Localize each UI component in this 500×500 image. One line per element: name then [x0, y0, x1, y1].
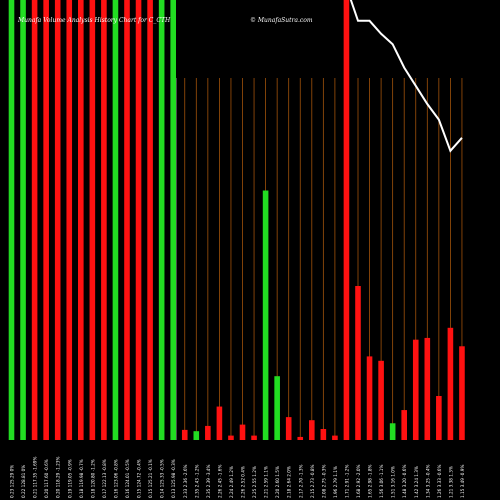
x-tick-label: 0.23 125.29 0%: [10, 465, 15, 498]
volume-bar-38: [436, 396, 442, 440]
volume-bar-29: [332, 435, 338, 440]
x-tick-label: 0.17 122.13 -0.8%: [102, 459, 107, 498]
volume-bar-17: [193, 431, 200, 440]
volume-bar-9: [101, 0, 107, 440]
volume-bar-24: [274, 376, 280, 440]
x-tick-label: 0.15 124.72 -0.4%: [137, 459, 142, 498]
x-tick-label: 0.21 117.35 -1.69%: [33, 457, 38, 498]
x-tick-label: 2.20 2.60 1.5%: [275, 466, 280, 498]
volume-bar-40: [459, 346, 465, 440]
volume-bar-22: [251, 435, 257, 440]
volume-bar-32: [366, 356, 373, 440]
x-tick-label: 2.08 2.75 -0.3%: [321, 465, 326, 498]
volume-bar-15: [170, 0, 176, 440]
x-tick-label: 0.20 118.29 -1.23%: [56, 457, 61, 498]
volume-bars: [8, 0, 465, 440]
volume-bar-6: [66, 0, 73, 440]
x-tick-label: 1.56 3.06 -1.1%: [379, 465, 384, 498]
x-tick-label: 0.18 120.80 -1.2%: [90, 459, 95, 498]
x-tick-label: 2.21 2.59 1.1%: [264, 466, 269, 498]
x-tick-label: 2.26 2.45 -1.6%: [217, 465, 222, 498]
x-tick-label: 2.25 2.55 1.2%: [252, 466, 257, 498]
volume-bar-21: [239, 424, 246, 440]
volume-bar-33: [378, 360, 384, 440]
x-tick-label: 0.16 123.06 -0.8%: [113, 459, 118, 498]
volume-bar-7: [78, 0, 84, 440]
x-tick-label: 1.51 3.16 1.0%: [391, 466, 396, 498]
x-tick-label: 1.71 2.91 -1.2%: [344, 465, 349, 498]
watermark: © MunafaSutra.com: [250, 17, 313, 24]
volume-bar-19: [216, 406, 223, 440]
x-tick-label: 1.15 3.49 -0.9%: [460, 465, 465, 498]
x-tick-label: 2.26 2.52 0.4%: [241, 466, 246, 498]
x-tick-label: 0.20 117.60 -0.6%: [44, 459, 49, 498]
x-tick-label: 1.26 3.33 -0.6%: [437, 465, 442, 498]
volume-bar-8: [89, 0, 96, 440]
volume-bar-35: [401, 410, 407, 440]
x-tick-label: 1.96 2.79 1.1%: [333, 466, 338, 498]
x-tick-labels: 0.23 125.29 0% 0.22 128.81 0% 0.21 117.35 …: [10, 457, 465, 498]
volume-bar-37: [424, 337, 431, 440]
x-tick-label: 0.19 119.05 -0.9%: [67, 459, 72, 498]
x-tick-label: 2.17 2.70 -1.3%: [298, 465, 303, 498]
volume-bar-36: [412, 339, 419, 440]
volume-bar-30: [343, 0, 350, 440]
x-tick-label: 2.15 2.73 -0.8%: [310, 465, 315, 498]
x-tick-label: 2.33 2.36 -2.6%: [183, 465, 188, 498]
volume-bar-2: [20, 0, 26, 440]
volume-bar-27: [309, 420, 315, 440]
volume-bar-10: [112, 0, 119, 440]
x-tick-label: 0.14 125.33 -0.5%: [160, 459, 165, 498]
volume-bar-31: [355, 286, 361, 440]
x-tick-label: 0.16 124.01 -0.5%: [125, 459, 130, 498]
x-tick-label: 0.15 125.21 -0.1%: [148, 459, 153, 498]
volume-bar-5: [54, 0, 61, 440]
x-tick-label: 2.35 2.43 -1.2%: [194, 465, 199, 498]
x-tick-label: 1.42 3.24 1.3%: [414, 466, 419, 498]
x-tick-label: 2.35 2.39 -3.4%: [206, 465, 211, 498]
volume-bar-3: [31, 0, 38, 440]
volume-bar-25: [285, 417, 292, 440]
volume-bar-39: [447, 327, 454, 440]
volume-bar-28: [320, 429, 327, 440]
volume-bar-11: [124, 0, 130, 440]
volume-bar-12: [135, 0, 142, 440]
price-line: [349, 0, 463, 153]
x-tick-label: 0.22 128.81 0%: [21, 465, 26, 498]
x-tick-label: 1.48 3.20 -0.6%: [402, 465, 407, 498]
chart-title: Munafa Volume Analysis History Chart for…: [18, 17, 171, 24]
x-tick-label: 1.65 2.98 -1.8%: [368, 465, 373, 498]
volume-bar-4: [43, 0, 49, 440]
x-tick-label: 0.18 119.98 -0.7%: [79, 459, 84, 498]
x-tick-label: 2.24 2.49 1.2%: [229, 466, 234, 498]
volume-bar-18: [205, 425, 211, 440]
volume-bar-1: [8, 0, 15, 440]
volume-bar-13: [147, 0, 153, 440]
x-tick-label: 1.68 2.92 -2.0%: [356, 465, 361, 498]
x-tick-label: 2.18 2.64 2.0%: [287, 466, 292, 498]
volume-bar-16: [181, 429, 188, 440]
volume-bar-23: [262, 190, 269, 440]
x-tick-label: 0.13 125.98 -0.3%: [171, 459, 176, 498]
volume-bar-34: [389, 423, 396, 440]
x-tick-label: 1.21 3.38 1.3%: [448, 466, 453, 498]
volume-bar-26: [297, 436, 304, 440]
x-tick-label: 1.34 3.25 -0.4%: [425, 465, 430, 498]
volume-bar-20: [228, 435, 234, 440]
volume-bar-14: [158, 0, 165, 440]
